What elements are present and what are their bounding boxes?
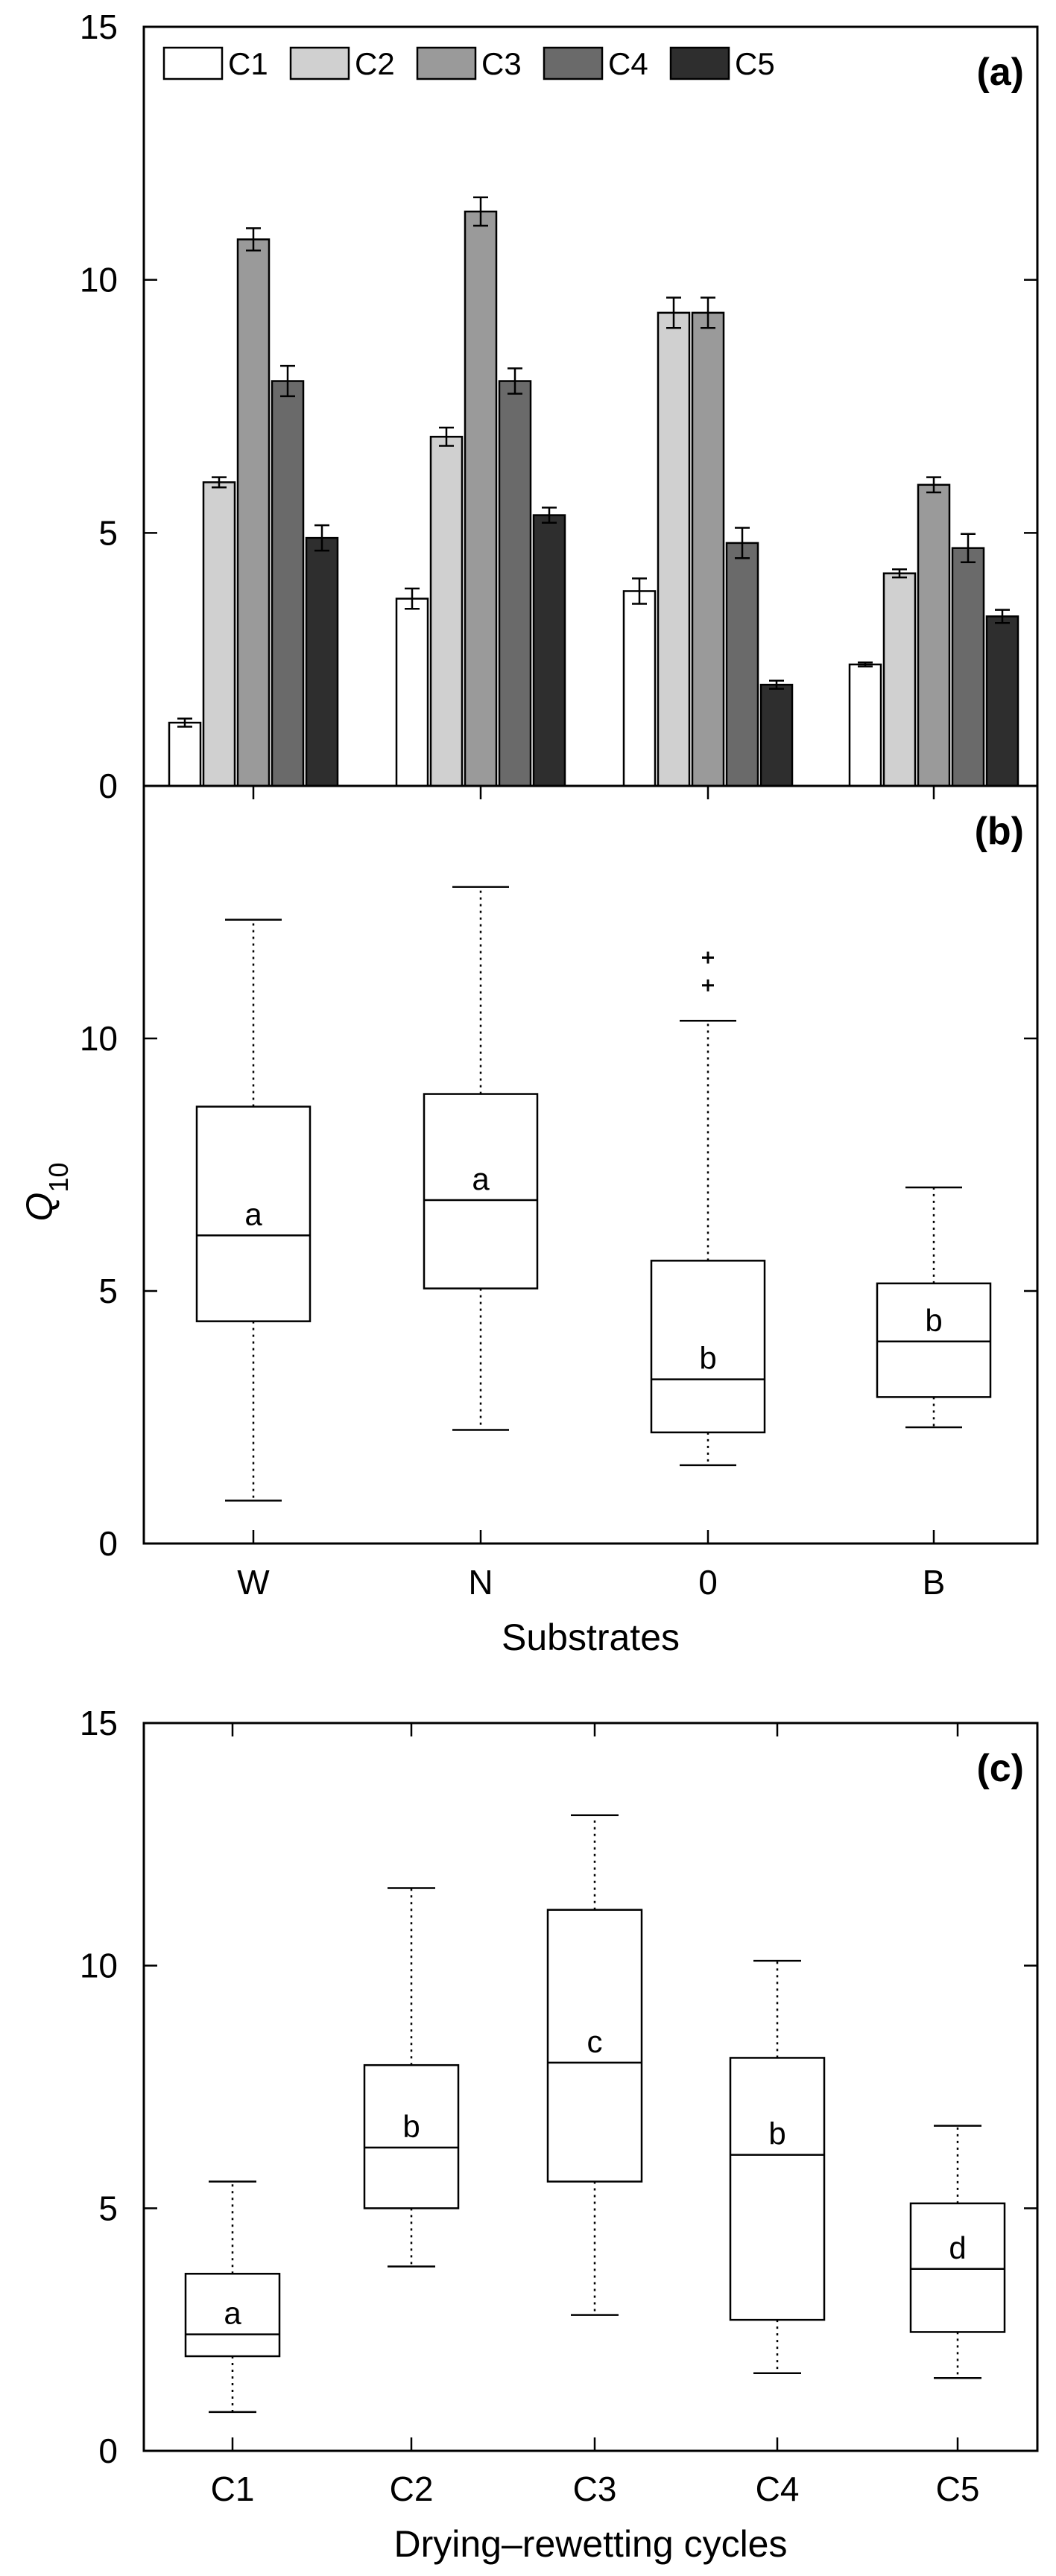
box	[909, 2202, 1006, 2333]
panel-c-xtick-label: C1	[211, 2469, 255, 2508]
box	[876, 1282, 992, 1398]
panel-b-panel-label: (b)	[975, 810, 1024, 853]
panel-c-xtick-label: C4	[756, 2469, 800, 2508]
bar-c1	[622, 590, 657, 787]
box	[650, 1260, 766, 1434]
panel-b-xtick-label: W	[237, 1563, 270, 1602]
panel-b-ytick-label: 10	[80, 1019, 118, 1058]
legend-swatch-c3	[416, 46, 477, 80]
bar-c2	[429, 436, 464, 787]
panel-c-xaxis-title: Drying–rewetting cycles	[394, 2523, 788, 2565]
bar-c5	[759, 683, 794, 787]
significance-letter: a	[472, 1161, 490, 1196]
yaxis-title-sub: 10	[43, 1163, 74, 1193]
panel-b-xtick-label: 0	[698, 1563, 718, 1602]
yaxis-title-main: Q	[19, 1193, 60, 1222]
box	[423, 1093, 539, 1289]
legend-swatch-c5	[669, 46, 730, 80]
panel-c-ytick-label: 5	[98, 2189, 118, 2227]
significance-letter: a	[224, 2296, 241, 2331]
panel-c-xtick-label: C3	[573, 2469, 617, 2508]
bar-c5	[985, 615, 1019, 787]
bar-c3	[917, 483, 951, 787]
legend-label-c1: C1	[228, 46, 268, 81]
significance-letter: b	[402, 2109, 420, 2144]
significance-letter: b	[925, 1303, 942, 1338]
panel-a-panel-label: (a)	[976, 51, 1024, 94]
panel-a-ytick-label: 5	[98, 513, 118, 552]
outlier-marker	[702, 951, 714, 964]
outlier-marker	[702, 979, 714, 992]
panel-a-ytick-label: 15	[80, 7, 118, 46]
panel-c-xtick-label: C2	[390, 2469, 434, 2508]
significance-letter: c	[587, 2024, 603, 2059]
legend-label-c3: C3	[481, 46, 522, 81]
legend-label-c5: C5	[735, 46, 775, 81]
significance-letter: a	[244, 1196, 262, 1231]
legend-label-c2: C2	[355, 46, 395, 81]
panel-b-xtick-label: N	[468, 1563, 493, 1602]
legend-swatch-c2	[289, 46, 350, 80]
bar-c5	[532, 514, 566, 787]
panel-c-panel-label: (c)	[976, 1747, 1024, 1790]
panel-a-ytick-label: 10	[80, 261, 118, 299]
bar-c3	[236, 238, 271, 787]
bar-c1	[848, 663, 882, 787]
panel-b-ytick-label: 0	[98, 1524, 118, 1563]
significance-letter: d	[949, 2230, 966, 2265]
bar-c2	[657, 311, 691, 787]
bar-c2	[882, 572, 917, 787]
panel-b-xaxis-title: Substrates	[502, 1617, 680, 1658]
significance-letter: b	[699, 1341, 716, 1376]
box	[195, 1105, 312, 1322]
bar-c5	[305, 536, 339, 787]
bar-c1	[395, 597, 429, 787]
box	[184, 2273, 281, 2358]
box	[546, 1909, 643, 2183]
panel-b-yaxis-title: Q10	[19, 1163, 74, 1222]
panel-c-plot-frame	[142, 1722, 1039, 2452]
panel-c-ytick-label: 15	[80, 1704, 118, 1742]
bar-c4	[725, 542, 759, 787]
legend-label-c4: C4	[608, 46, 648, 81]
panel-a-ytick-label: 0	[98, 767, 118, 805]
bar-c3	[691, 311, 725, 787]
bar-c2	[202, 481, 236, 787]
box	[363, 2063, 460, 2209]
panel-c-ytick-label: 0	[98, 2431, 118, 2470]
bar-c4	[271, 380, 305, 787]
box	[729, 2057, 826, 2321]
panel-a-bar-chart: 0 5 10 15 (a) C1 C2 C3 C4 C5	[80, 7, 1039, 805]
bar-c4	[498, 380, 532, 787]
significance-letter: b	[768, 2116, 785, 2151]
legend-swatch-c1	[162, 46, 224, 80]
panel-c-ytick-label: 10	[80, 1947, 118, 1985]
panel-b-xtick-label: B	[923, 1563, 946, 1602]
panel-c-box-plot: a b c b d 0 5 10 15 C1 C2 C3 C4 C5 (c) Drying–rewetting…	[80, 1704, 1039, 2565]
bar-c1	[168, 721, 202, 787]
panel-b-plot-frame	[142, 784, 1039, 1545]
bar-c3	[464, 210, 498, 787]
bar-c4	[951, 547, 985, 787]
panel-c-xtick-label: C5	[936, 2469, 980, 2508]
panel-b-ytick-label: 5	[98, 1272, 118, 1310]
legend-swatch-c4	[543, 46, 604, 80]
